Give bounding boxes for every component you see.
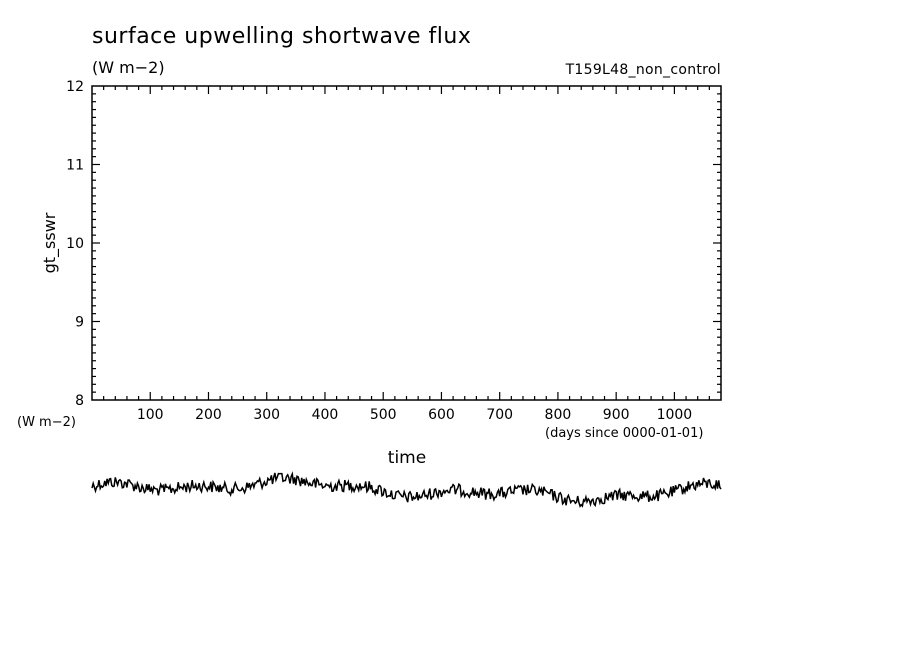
y-tick-label: 11	[66, 158, 84, 174]
x-axis-unit-label: (days since 0000-01-01)	[545, 426, 704, 441]
x-tick-label: 900	[603, 407, 630, 423]
y-tick-label: 8	[75, 393, 84, 409]
x-axis-label: time	[388, 448, 426, 468]
y-tick-label: 9	[75, 315, 84, 331]
x-tick-label: 700	[486, 407, 513, 423]
x-tick-label: 500	[370, 407, 397, 423]
x-tick-labels: 100 200 300 400 500 600 700 800 900 1000	[137, 407, 692, 423]
y-tick-labels: 8 9 10 11 12	[66, 79, 84, 409]
y-axis-label: gt_sswr	[40, 212, 60, 273]
chart-title: surface upwelling shortwave flux	[92, 24, 472, 49]
x-tick-label: 200	[195, 407, 222, 423]
axis-ticks	[92, 86, 721, 400]
x-tick-label: 300	[253, 407, 280, 423]
x-tick-label: 600	[428, 407, 455, 423]
x-tick-label: 1000	[657, 407, 693, 423]
chart-subtitle-units: (W m−2)	[92, 58, 165, 77]
y-tick-label: 12	[66, 79, 84, 95]
x-tick-label: 800	[545, 407, 572, 423]
x-tick-label: 100	[137, 407, 164, 423]
run-label: T159L48_non_control	[565, 62, 721, 78]
x-tick-label: 400	[312, 407, 339, 423]
y-tick-label: 10	[66, 236, 84, 252]
series-line	[91, 471, 722, 508]
y-axis-unit-label: (W m−2)	[17, 415, 76, 430]
plot-frame	[91, 85, 722, 401]
